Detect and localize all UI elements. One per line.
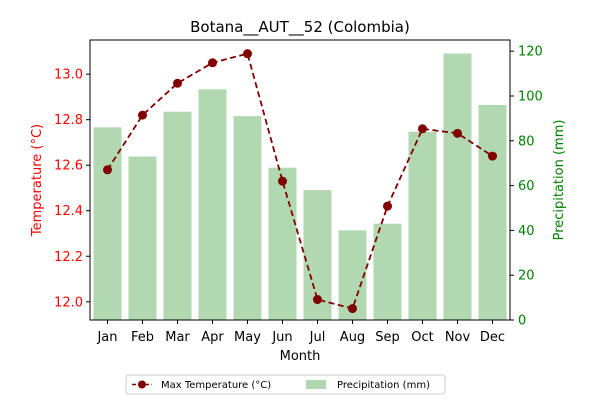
x-tick-label: Oct bbox=[411, 330, 433, 345]
temperature-point-may bbox=[243, 49, 252, 59]
right-y-tick-label: 60 bbox=[518, 179, 535, 194]
right-y-tick-label: 120 bbox=[518, 45, 543, 60]
temperature-point-jul bbox=[313, 295, 322, 305]
chart-title: Botana__AUT__52 (Colombia) bbox=[190, 18, 410, 37]
right-y-tick-label: 80 bbox=[518, 134, 535, 149]
precipitation-bar-sep bbox=[373, 223, 402, 320]
precipitation-bar-may bbox=[233, 116, 262, 320]
x-tick-label: Aug bbox=[340, 330, 365, 345]
precipitation-bar-dec bbox=[478, 104, 507, 321]
legend-marker-swatch bbox=[138, 380, 146, 389]
temperature-line bbox=[103, 49, 497, 314]
x-axis-title: Month bbox=[280, 349, 321, 364]
right-axis-title: Precipitation (mm) bbox=[552, 120, 567, 241]
right-y-tick-label: 20 bbox=[518, 269, 535, 284]
x-tick-label: Sep bbox=[375, 330, 400, 345]
left-y-tick-label: 13.0 bbox=[54, 68, 83, 83]
left-y-tick-label: 12.0 bbox=[54, 295, 83, 310]
precipitation-bar-oct bbox=[408, 131, 437, 320]
precipitation-bar-jan bbox=[93, 127, 122, 320]
temperature-point-sep bbox=[383, 201, 392, 211]
precipitation-bar-nov bbox=[443, 53, 472, 320]
axes: Jan Feb Mar Apr May Jun Jul Aug Sep Oct Nov Dec 12.0… bbox=[54, 39, 543, 345]
temperature-point-jan bbox=[103, 165, 112, 175]
left-axis-title: Temperature (°C) bbox=[30, 124, 45, 237]
x-tick-label: Nov bbox=[445, 330, 471, 345]
x-tick-label: Mar bbox=[165, 330, 190, 345]
temperature-point-aug bbox=[348, 304, 357, 314]
x-tick-label: Apr bbox=[201, 330, 224, 345]
x-tick-label: Jan bbox=[96, 330, 117, 345]
left-y-tick-label: 12.8 bbox=[54, 113, 83, 128]
legend: Max Temperature (°C) Precipitation (mm) bbox=[125, 374, 446, 395]
precipitation-bar-apr bbox=[198, 89, 227, 320]
x-tick-label: May bbox=[234, 330, 261, 345]
x-tick-label: Jul bbox=[309, 330, 326, 345]
precipitation-bars bbox=[93, 53, 507, 321]
precipitation-bar-feb bbox=[128, 156, 157, 320]
left-y-tick-label: 12.6 bbox=[54, 159, 83, 174]
left-y-tick-label: 12.4 bbox=[54, 204, 83, 219]
x-tick-label: Dec bbox=[480, 330, 505, 345]
right-y-tick-label: 40 bbox=[518, 224, 535, 239]
precipitation-bar-jun bbox=[268, 167, 297, 320]
left-y-tick-label: 12.2 bbox=[54, 250, 83, 265]
temperature-point-oct bbox=[418, 124, 427, 134]
temperature-point-feb bbox=[138, 110, 147, 120]
temperature-point-dec bbox=[488, 151, 497, 161]
temperature-series-line bbox=[106, 52, 493, 310]
right-y-tick-label: 0 bbox=[518, 314, 526, 329]
legend-label-temperature: Max Temperature (°C) bbox=[161, 380, 271, 391]
legend-label-precipitation: Precipitation (mm) bbox=[337, 380, 430, 391]
precipitation-bar-mar bbox=[163, 111, 192, 321]
temperature-point-jun bbox=[278, 176, 287, 186]
legend-box bbox=[125, 374, 446, 395]
temperature-point-mar bbox=[173, 78, 182, 88]
legend-bar-swatch bbox=[306, 380, 326, 389]
x-tick-label: Jun bbox=[271, 330, 292, 345]
temperature-point-apr bbox=[208, 58, 217, 68]
plot-frame bbox=[89, 39, 511, 321]
right-y-tick-label: 100 bbox=[518, 90, 543, 105]
temperature-point-nov bbox=[453, 128, 462, 138]
x-tick-label: Feb bbox=[131, 330, 154, 345]
